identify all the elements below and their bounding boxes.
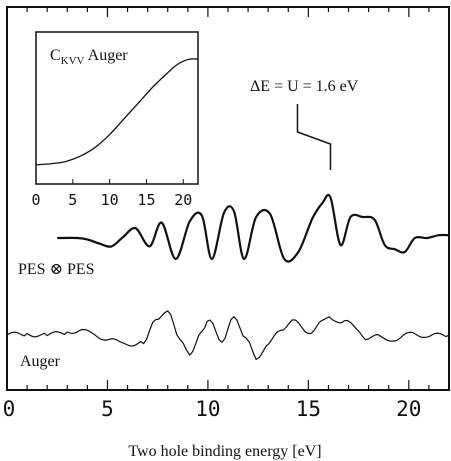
main-x-ticks: 0 5 10 15 20 (3, 7, 430, 421)
annotation-bracket (296, 104, 332, 170)
inset-frame (35, 31, 199, 185)
inset-x-tick-label: 20 (174, 191, 192, 209)
inset-x-tick-label: 5 (68, 191, 77, 209)
series-line-auger (6, 310, 450, 360)
x-tick-label: 0 (3, 397, 16, 421)
x-tick-label: 15 (296, 397, 321, 421)
inset-title-suffix: Auger (85, 47, 129, 64)
inset-title-sub: KVV (61, 55, 85, 67)
inset-x-tick-label: 10 (101, 191, 119, 209)
inset-x-tick-label: 15 (137, 191, 155, 209)
inset-series (35, 58, 199, 166)
inset-x-ticks: 0 5 10 15 20 (31, 179, 192, 209)
inset-title: CKVV Auger (50, 47, 128, 67)
x-tick-label: 20 (396, 397, 421, 421)
x-tick-label: 10 (195, 397, 220, 421)
series-line-pes (57, 193, 450, 263)
inset-x-tick-label: 0 (31, 191, 40, 209)
x-axis-label: Two hole binding energy [eV] (128, 443, 321, 460)
x-tick-label: 5 (101, 397, 114, 421)
series-label-auger: Auger (20, 353, 61, 370)
annotation-group: ΔE = U = 1.6 eV (250, 78, 359, 170)
main-series (6, 193, 450, 360)
inset-chart: CKVV Auger 0 5 10 15 20 (31, 31, 199, 209)
inset-title-main: C (50, 47, 61, 64)
annotation-text: ΔE = U = 1.6 eV (250, 78, 359, 95)
series-label-pes: PES ⊗ PES (18, 261, 95, 278)
inset-series-line (35, 58, 199, 166)
